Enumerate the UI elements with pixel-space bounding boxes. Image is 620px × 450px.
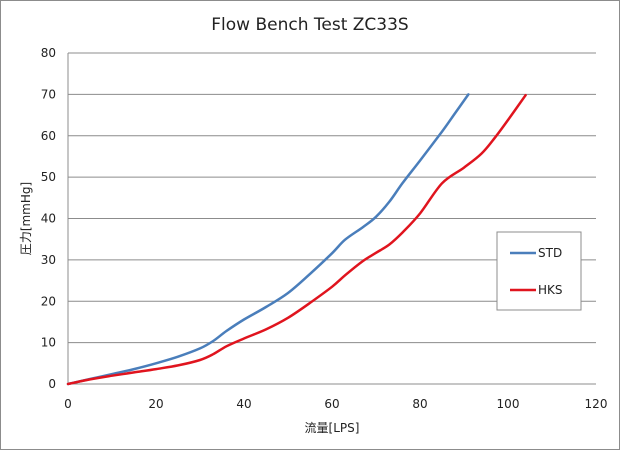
legend: STD HKS <box>496 231 582 311</box>
y-tick-label: 10 <box>41 336 56 350</box>
series-lines <box>66 93 527 386</box>
chart-title: Flow Bench Test ZC33S <box>211 15 408 35</box>
y-tick-label: 70 <box>41 87 56 101</box>
y-tick-label: 30 <box>41 253 56 267</box>
x-tick-label: 100 <box>497 397 520 411</box>
x-tick-label: 0 <box>64 397 72 411</box>
legend-label-std: STD <box>538 246 562 260</box>
x-axis-ticks: 0 20 40 60 80 100 120 <box>64 397 607 411</box>
x-tick-label: 20 <box>148 397 163 411</box>
x-axis-title: 流量[LPS] <box>305 421 360 435</box>
x-tick-label: 60 <box>324 397 339 411</box>
series-line-std <box>66 93 470 386</box>
x-tick-label: 120 <box>585 397 608 411</box>
series-line-hks <box>66 93 527 386</box>
y-tick-label: 50 <box>41 170 56 184</box>
legend-box <box>496 231 582 311</box>
x-tick-label: 40 <box>236 397 251 411</box>
legend-label-hks: HKS <box>538 283 563 297</box>
y-tick-label: 60 <box>41 129 56 143</box>
y-tick-label: 40 <box>41 212 56 226</box>
y-axis-ticks: 0 10 20 30 40 50 60 70 80 <box>41 46 56 391</box>
y-axis-title: 圧力[mmHg] <box>19 182 33 255</box>
y-tick-label: 80 <box>41 46 56 60</box>
y-tick-label: 20 <box>41 294 56 308</box>
x-tick-label: 80 <box>412 397 427 411</box>
y-tick-label: 0 <box>48 377 56 391</box>
